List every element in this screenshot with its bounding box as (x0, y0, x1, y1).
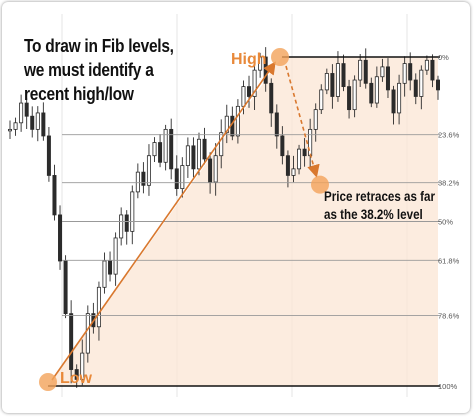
candle-body (408, 63, 413, 81)
candle-body (80, 352, 85, 380)
candle-body (252, 69, 257, 97)
candle-body (385, 66, 390, 91)
candle-body (85, 313, 90, 354)
candle-body (424, 59, 429, 71)
candle-body (258, 56, 263, 71)
fib-level-label: 0% (438, 53, 449, 62)
candle-body (430, 59, 435, 81)
chart-frame: 0% 23.6% 38.2% 50% 61.8% 78.6% 100% High Low T… (2, 2, 470, 413)
candle-body (41, 112, 46, 137)
candle-body (419, 69, 424, 97)
high-marker (271, 48, 289, 66)
candle-body (63, 260, 68, 315)
candle-body (219, 132, 224, 157)
candle-body (413, 79, 418, 97)
callout-line-1: Price retraces as far (324, 189, 436, 204)
candle-body (358, 59, 363, 81)
candle-body (213, 155, 218, 183)
low-label: Low (60, 370, 93, 387)
candle-body (241, 86, 246, 107)
candle-body (185, 145, 190, 166)
fibonacci-chart: 0% 23.6% 38.2% 50% 61.8% 78.6% 100% High Low (8, 14, 460, 397)
candle-body (135, 171, 140, 193)
candle-body (46, 135, 51, 176)
candle-body (141, 171, 146, 186)
candle-body (19, 102, 24, 124)
candle-body (224, 115, 229, 134)
candle-body (113, 237, 118, 275)
candle-body (324, 73, 329, 91)
candle-body (196, 138, 201, 170)
candle-body (124, 214, 129, 232)
heading-line-2: we must identify a (24, 60, 154, 80)
candle-body (330, 73, 335, 97)
candle-body (269, 82, 274, 114)
candle-body (352, 79, 357, 111)
candle-body (435, 79, 440, 91)
candle-body (108, 260, 113, 275)
fib-level-label: 23.6% (438, 131, 460, 140)
candle-body (102, 260, 107, 288)
candle-body (347, 86, 352, 111)
candle-body (235, 105, 240, 137)
candle-body (119, 214, 124, 239)
candle-body (319, 89, 324, 111)
candle-body (285, 155, 290, 176)
candle-body (380, 66, 385, 78)
candle-body (69, 313, 74, 370)
candle-body (341, 63, 346, 88)
candle-body (74, 369, 79, 380)
candle-body (274, 112, 279, 137)
candle-body (146, 155, 151, 186)
low-marker (39, 373, 57, 391)
candle-body (24, 102, 29, 117)
candle-body (374, 76, 379, 104)
candle-body (363, 59, 368, 84)
candle-body (308, 128, 313, 157)
low-to-high-arrow (51, 61, 276, 381)
candle-body (8, 128, 13, 132)
retracement-arrow (285, 65, 320, 178)
candle-body (391, 89, 396, 114)
candle-body (247, 86, 252, 97)
annotation-arrows (51, 61, 320, 381)
fib-level-label: 38.2% (438, 179, 460, 188)
candle-body (402, 63, 407, 84)
candle-body (30, 115, 35, 130)
candle-body (96, 286, 101, 328)
candle-body (158, 142, 163, 163)
candle-body (169, 128, 174, 170)
markers (39, 48, 329, 391)
candle-body (152, 142, 157, 157)
candle-body (313, 109, 318, 130)
candle-body (369, 82, 374, 104)
candle-body (174, 168, 179, 190)
candle-body (397, 82, 402, 114)
high-label: High (231, 51, 267, 68)
candle-body (297, 148, 302, 170)
fib-level-label: 50% (438, 218, 453, 227)
candle-body (130, 191, 135, 232)
candle-body (163, 128, 168, 163)
candle-body (208, 158, 213, 183)
fib-level-label: 61.8% (438, 256, 460, 265)
candle-body (58, 214, 63, 262)
heading-line-3: recent high/low (24, 84, 134, 104)
retracement-marker (311, 175, 329, 194)
candle-body (35, 112, 40, 130)
candle-body (280, 135, 285, 157)
candle-body (13, 122, 18, 130)
fib-levels: 0% 23.6% 38.2% 50% 61.8% 78.6% 100% (48, 53, 460, 391)
candle-body (291, 168, 296, 176)
candle-body (180, 165, 185, 190)
heading-line-1: To draw in Fib levels, (24, 36, 174, 56)
fib-level-label: 100% (438, 382, 458, 391)
candle-body (191, 145, 196, 170)
callout-line-2: as the 38.2% level (324, 207, 423, 222)
candle-body (335, 63, 340, 97)
candle-body (202, 138, 207, 160)
fib-level-label: 78.6% (438, 312, 460, 321)
candle-body (52, 175, 57, 216)
candle-body (302, 148, 307, 157)
